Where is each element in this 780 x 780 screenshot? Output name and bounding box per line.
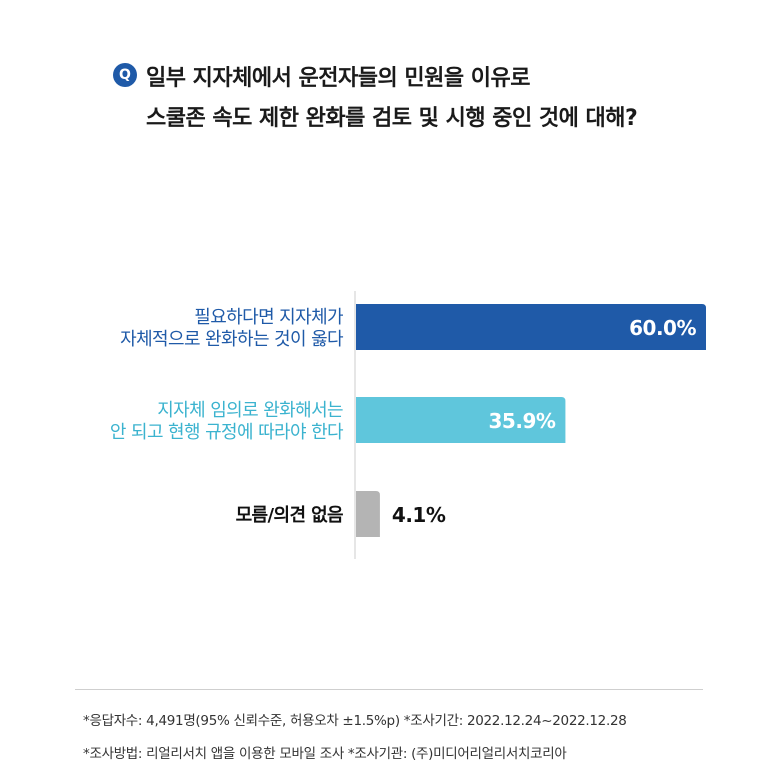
bar-2 (356, 491, 380, 537)
question-badge: Q (113, 63, 137, 87)
value-label-2: 4.1% (392, 503, 446, 527)
category-label-2-0: 모름/의견 없음 (236, 505, 343, 526)
footnote-method: *조사방법: 리얼리서치 앱을 이용한 모바일 조사 *조사기관: (주)미디어… (83, 746, 567, 762)
question-line-1: 일부 지자체에서 운전자들의 민원을 이유로 (146, 66, 530, 91)
category-label-0-1: 자체적으로 완화하는 것이 옳다 (120, 329, 344, 350)
bar-0 (356, 304, 706, 350)
question-line-2: 스쿨존 속도 제한 완화를 검토 및 시행 중인 것에 대해? (146, 106, 638, 131)
bar-1 (356, 397, 566, 443)
footnote-sample: *응답자수: 4,491명(95% 신뢰수준, 허용오차 ±1.5%p) *조사… (83, 713, 627, 729)
category-label-1-1: 안 되고 현행 규정에 따라야 한다 (110, 422, 344, 443)
category-label-0-0: 필요하다면 지자체가 (194, 307, 343, 328)
value-label-0: 60.0% (629, 316, 696, 340)
value-label-1: 35.9% (489, 409, 556, 433)
footnote-divider (75, 689, 703, 690)
category-label-1-0: 지자체 임의로 완화해서는 (157, 400, 343, 421)
